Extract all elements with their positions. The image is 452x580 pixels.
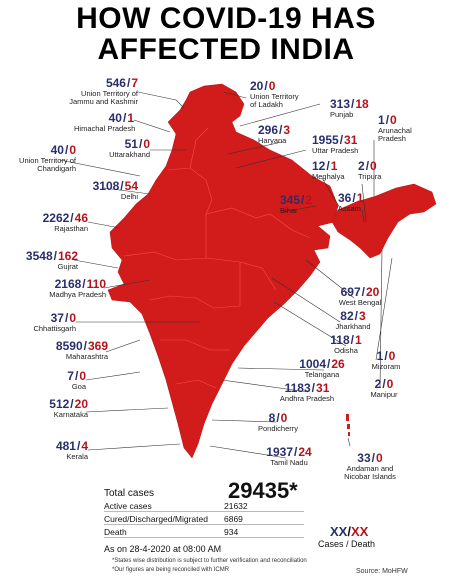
state-label: 697/20 West Bengal [338, 285, 382, 307]
andaman-islands [346, 414, 350, 436]
as-on-date: As on 28-4-2020 at 08:00 AM [104, 544, 222, 554]
state-label: 313/18 Punjab [330, 97, 369, 119]
state-label: 118/1 Odisha [330, 333, 362, 355]
state-label: 7/0 Goa [67, 369, 86, 391]
source-credit: Source: MoHFW [356, 568, 408, 575]
title-line-2: AFFECTED INDIA [97, 33, 355, 66]
state-label: 40/0 Union Territory of Chandigarh [19, 143, 76, 174]
state-label: 3548/162 Gujrat [25, 249, 78, 271]
state-label: 1/0 Mizoram [371, 349, 401, 371]
state-label: 82/3 Jharkhand [335, 309, 371, 331]
state-label: 36/1 Assam [338, 191, 364, 213]
state-label: 12/1 Meghalya [312, 159, 345, 181]
state-label: 3108/54 Delhi [92, 179, 138, 201]
total-cases-label: Total cases [104, 488, 155, 499]
state-borders [123, 127, 311, 389]
legend-key: XX/XX [330, 524, 369, 539]
state-label: 2168/110 Madhya Pradesh [49, 277, 106, 299]
footnote-1: *States wise distribution is subject to … [112, 558, 307, 564]
state-label: 37/0 Chhattisgarh [33, 311, 76, 333]
state-label: 512/20 Karnataka [49, 397, 88, 419]
summary-row-cured: Cured/Discharged/Migrated 6869 [104, 513, 304, 525]
state-label: 1183/31 Andhra Pradesh [279, 381, 335, 403]
state-label: 2/0 Tripura [358, 159, 382, 181]
state-label: 8590/369 Maharashtra [55, 339, 108, 361]
state-label: 1/0 Arunachal Pradesh [378, 113, 412, 144]
state-label: 345/2 Bihar [280, 193, 313, 215]
state-label: 1004/26 Telangana [299, 357, 345, 379]
summary-row-active: Active cases 21632 [104, 500, 304, 512]
india-mainland [107, 83, 339, 459]
legend-text: Cases / Death [318, 539, 376, 549]
state-label: 33/0 Andaman and Nicobar Islands [344, 451, 396, 482]
state-label: 2262/46 Rajasthan [42, 211, 88, 233]
footnote-2: *Our figures are being reconciled with I… [112, 567, 230, 573]
state-label: 481/4 Kerala [55, 439, 88, 461]
state-label: 296/3 Haryana [258, 123, 291, 145]
total-cases-value: 29435* [228, 478, 298, 503]
state-label: 2/0 Manipur [370, 377, 398, 399]
leader-lines [59, 91, 393, 459]
state-label: 1955/31 Uttar Pradesh [312, 133, 359, 155]
state-label: 20/0 Union Territory of Ladakh [250, 79, 299, 110]
state-label: 51/0 Uttarakhand [109, 137, 150, 159]
title-line-1: HOW COVID-19 HAS [76, 2, 376, 35]
state-label: 1937/24 Tamil Nadu [266, 445, 312, 467]
state-label: 8/0 Pondicherry [257, 411, 299, 433]
state-label: 546/7 Union Territory of Jammu and Kashm… [69, 76, 138, 107]
northeast-region [331, 183, 437, 259]
summary-row-death: Death 934 [104, 526, 304, 538]
state-label: 40/1 Himachal Pradesh [74, 111, 136, 133]
